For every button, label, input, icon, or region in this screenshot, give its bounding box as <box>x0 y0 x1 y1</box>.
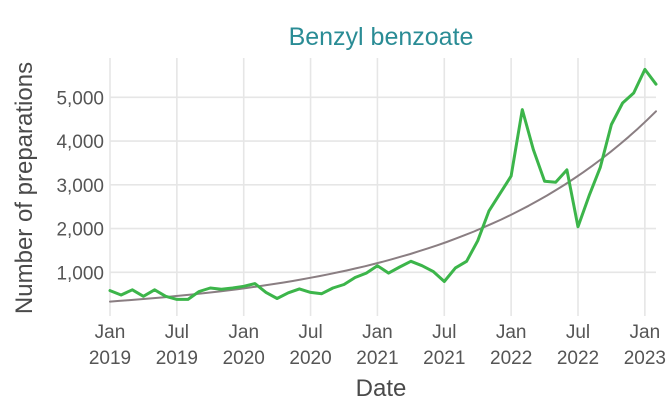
x-tick-label: 2020 <box>223 348 265 369</box>
y-axis-label: Number of preparations <box>11 62 38 314</box>
x-tick-label: 2022 <box>490 348 532 369</box>
x-tick-label: Jan <box>496 322 527 343</box>
chart-title: Benzyl benzoate <box>289 23 474 51</box>
y-tick-label: 2,000 <box>56 220 104 241</box>
x-tick-label: 2023 <box>624 348 666 369</box>
x-tick-label: Jul <box>298 322 322 343</box>
y-tick-label: 5,000 <box>56 88 104 109</box>
x-tick-label: Jan <box>228 322 259 343</box>
y-tick-label: 1,000 <box>56 263 104 284</box>
x-tick-label: 2019 <box>89 348 131 369</box>
x-tick-label: Jan <box>362 322 393 343</box>
x-tick-label: 2022 <box>557 348 599 369</box>
x-tick-label: Jul <box>566 322 590 343</box>
x-axis-label: Date <box>356 375 407 402</box>
y-tick-label: 3,000 <box>56 176 104 197</box>
data-line <box>108 67 658 301</box>
y-tick-label: 4,000 <box>56 132 104 153</box>
y-tick-labels: 1,000 2,000 3,000 4,000 5,000 <box>56 88 104 284</box>
x-tick-label: 2019 <box>156 348 198 369</box>
trend-line <box>109 110 657 303</box>
x-tick-label: 2020 <box>289 348 331 369</box>
x-tick-label: Jan <box>630 322 661 343</box>
grid-layer <box>109 58 656 316</box>
series-layer <box>108 67 658 303</box>
x-tick-label: 2021 <box>423 348 465 369</box>
x-tick-label: Jan <box>95 322 126 343</box>
x-tick-label: 2021 <box>356 348 398 369</box>
x-tick-labels: Jan 2019 Jul 2019 Jan 2020 Jul 2020 Jan 2021 Jul 20… <box>89 322 666 369</box>
x-tick-label: Jul <box>165 322 189 343</box>
x-tick-label: Jul <box>432 322 456 343</box>
